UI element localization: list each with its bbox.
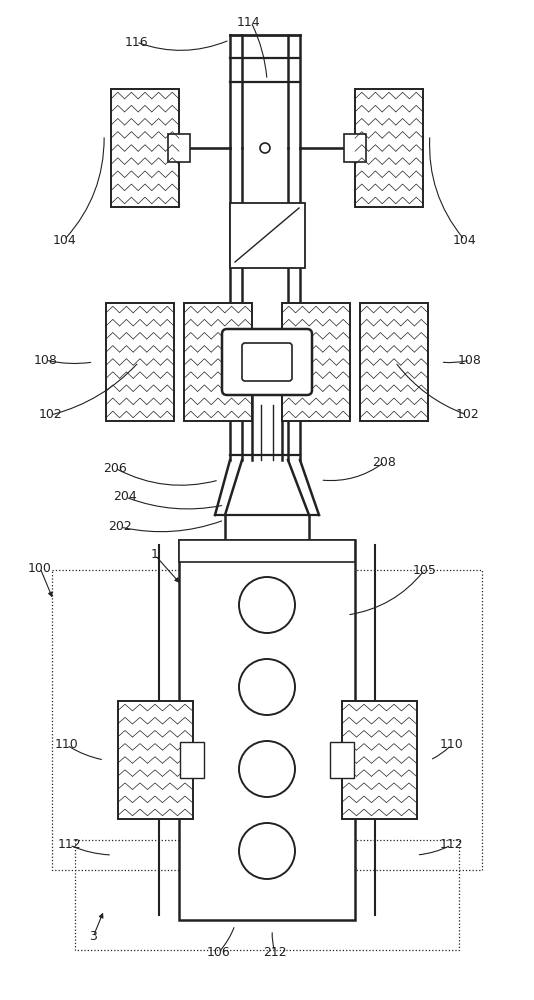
- Bar: [117, 701, 192, 819]
- Bar: [179, 540, 355, 920]
- Circle shape: [239, 577, 295, 633]
- FancyBboxPatch shape: [222, 329, 312, 395]
- Bar: [282, 303, 350, 421]
- Text: 212: 212: [263, 946, 287, 958]
- Circle shape: [260, 143, 270, 153]
- Text: 105: 105: [413, 564, 436, 576]
- Text: 100: 100: [28, 562, 52, 574]
- Bar: [344, 134, 366, 162]
- Bar: [106, 303, 174, 421]
- Bar: [179, 540, 355, 562]
- Bar: [230, 203, 305, 268]
- Text: 110: 110: [55, 738, 78, 752]
- Text: 206: 206: [103, 462, 127, 475]
- Bar: [360, 303, 428, 421]
- Bar: [330, 742, 354, 778]
- Circle shape: [239, 659, 295, 715]
- Text: 114: 114: [237, 15, 260, 28]
- Text: 208: 208: [373, 456, 396, 468]
- Text: 204: 204: [114, 490, 137, 504]
- FancyBboxPatch shape: [242, 343, 292, 381]
- Text: 112: 112: [58, 838, 81, 852]
- Text: 104: 104: [453, 233, 476, 246]
- Text: 110: 110: [439, 738, 463, 752]
- Circle shape: [239, 741, 295, 797]
- Text: 106: 106: [207, 946, 231, 958]
- Bar: [180, 742, 204, 778]
- Bar: [184, 303, 252, 421]
- Text: 104: 104: [52, 233, 76, 246]
- Bar: [168, 134, 190, 162]
- Text: 202: 202: [108, 520, 132, 534]
- Text: 3: 3: [90, 930, 97, 942]
- Bar: [111, 89, 179, 207]
- Text: 112: 112: [439, 838, 463, 852]
- Text: 108: 108: [458, 354, 482, 366]
- Text: 116: 116: [124, 35, 148, 48]
- Text: 102: 102: [456, 408, 479, 422]
- Circle shape: [239, 823, 295, 879]
- Text: 108: 108: [34, 354, 57, 366]
- Bar: [342, 701, 417, 819]
- Bar: [52, 570, 482, 870]
- Bar: [75, 840, 459, 950]
- Text: 102: 102: [39, 408, 62, 422]
- Text: 1: 1: [151, 548, 159, 562]
- Bar: [355, 89, 423, 207]
